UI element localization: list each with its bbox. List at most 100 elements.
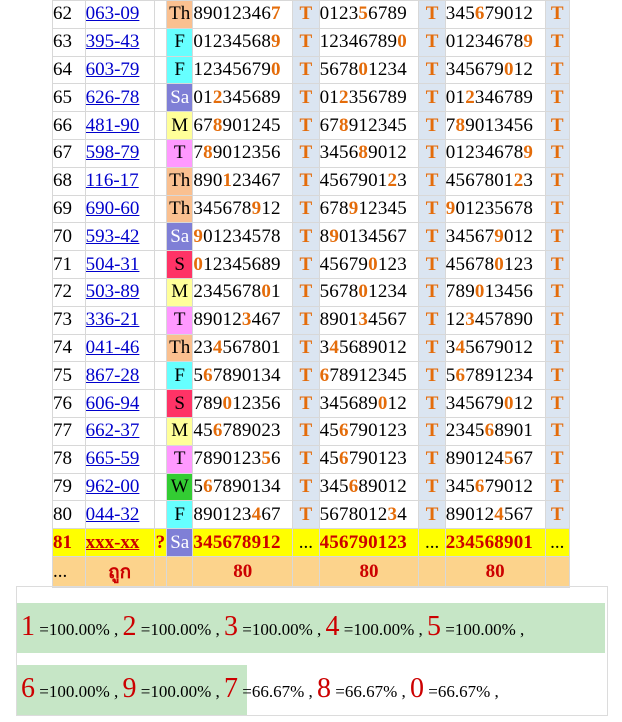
result-link[interactable]: 044-32: [84, 500, 155, 530]
result-link[interactable]: 598-79: [84, 138, 155, 168]
hit-mark-3: T: [544, 444, 571, 474]
result-link[interactable]: 665-59: [84, 444, 155, 474]
stat-percent: =100.00%: [35, 620, 110, 639]
digits-set-1: 890123467: [192, 500, 294, 530]
table-row: 72 503-89 M 234567801 T 567801234 T 789013456 T: [52, 277, 571, 307]
result-link[interactable]: 603-79: [84, 55, 155, 85]
digits-set-2: 456790123: [318, 416, 420, 446]
digits-set-1: 567890134: [192, 472, 294, 502]
hit-mark-2: T: [418, 333, 446, 363]
table-row: 78 665-59 T 789012356 T 456790123 T 890124567 T: [52, 444, 571, 474]
day-badge: Th: [165, 0, 194, 29]
pending-result-link[interactable]: xxx-xx: [84, 528, 155, 557]
stat-separator: ,: [397, 682, 410, 701]
hit-mark-2: T: [418, 138, 446, 168]
result-link[interactable]: 063-09: [84, 0, 155, 29]
digits-set-2: 345689012: [318, 472, 420, 502]
stat-separator: ,: [304, 682, 317, 701]
highlighted-digit: 3: [465, 309, 475, 331]
result-link[interactable]: 481-90: [84, 111, 155, 140]
hit-mark-3: T: [544, 472, 571, 502]
hit-mark-3: T: [544, 27, 571, 57]
row-number: 72: [52, 277, 86, 307]
hit-mark-2: T: [418, 83, 446, 113]
digits-set-1: 901234578: [192, 222, 294, 252]
hit-mark-3: T: [544, 138, 571, 168]
highlighted-digit: 6: [203, 475, 213, 497]
stat-percent: =66.67%: [424, 682, 491, 701]
day-badge: Th: [165, 166, 194, 196]
stat-percent: =100.00%: [35, 682, 110, 701]
digits-set-3: 012346789: [444, 27, 546, 57]
digits-set-1: 890123467: [192, 0, 294, 29]
stat-separator: ,: [211, 682, 224, 701]
hit-mark-3: T: [544, 55, 571, 85]
digits-set-1: 234567801: [192, 277, 294, 307]
table-row: 67 598-79 T 789012356 T 345689012 T 012346789 T: [52, 138, 571, 168]
result-link[interactable]: 662-37: [84, 416, 155, 446]
digits-set-1: 789012356: [192, 138, 294, 168]
digit-stat: 0 =66.67% ,: [410, 673, 499, 704]
day-badge: F: [165, 55, 194, 85]
result-link[interactable]: 690-60: [84, 194, 155, 224]
row-number: 80: [52, 500, 86, 530]
stat-percent: =66.67%: [331, 682, 398, 701]
hit-mark-1: T: [292, 305, 320, 335]
spacer-cell: [153, 416, 167, 446]
highlighted-digit: 6: [484, 420, 495, 442]
stat-separator: ,: [414, 620, 427, 639]
result-link[interactable]: 626-78: [84, 83, 155, 113]
highlighted-digit: 5: [504, 448, 514, 470]
hit-mark-2: T: [418, 194, 446, 224]
result-link[interactable]: 606-94: [84, 389, 155, 418]
result-link[interactable]: 504-31: [84, 250, 155, 279]
hit-count-1: 80: [192, 555, 294, 588]
highlighted-digit: 8: [203, 142, 213, 164]
spacer-cell: [153, 333, 167, 363]
spacer-cell: [153, 111, 167, 140]
result-link[interactable]: 593-42: [84, 222, 155, 252]
highlighted-digit: 9: [523, 31, 534, 53]
highlighted-digit: 3: [241, 309, 252, 331]
table-row: 63 395-43 F 012345689 T 123467890 T 012346789 T: [52, 27, 571, 57]
result-link[interactable]: 116-17: [84, 166, 155, 196]
highlighted-digit: 8: [339, 114, 349, 136]
result-link[interactable]: 395-43: [84, 27, 155, 57]
result-link[interactable]: 041-46: [84, 333, 155, 363]
placeholder-mark-1: ...: [292, 528, 320, 557]
table-row: 76 606-94 S 789012356 T 345689012 T 345679012 T: [52, 389, 571, 418]
prediction-table: 62 063-09 Th 890123467 T 012356789 T 345679012 T…: [52, 0, 571, 588]
row-number: 71: [52, 250, 86, 279]
highlighted-digit: 6: [319, 364, 330, 386]
highlighted-digit: 3: [358, 309, 369, 331]
spacer-cell: [153, 0, 167, 29]
result-link[interactable]: 336-21: [84, 305, 155, 335]
stat-percent: =100.00%: [441, 620, 516, 639]
hit-mark-2: T: [418, 472, 446, 502]
row-number: 68: [52, 166, 86, 196]
digits-set-2: 456790123: [318, 444, 420, 474]
summary-row: ... ถูก 80 80 80: [52, 555, 571, 588]
highlighted-digit: 0: [377, 392, 388, 414]
hit-mark-3: T: [544, 333, 571, 363]
hit-mark-3: T: [544, 361, 571, 391]
result-link[interactable]: 962-00: [84, 472, 155, 502]
spacer-cell: [153, 250, 167, 279]
hit-mark-3: T: [544, 0, 571, 29]
row-number: 69: [52, 194, 86, 224]
stat-digit: 0: [410, 673, 424, 704]
highlighted-digit: 2: [212, 86, 223, 108]
hit-mark-1: T: [292, 111, 320, 140]
result-link[interactable]: 503-89: [84, 277, 155, 307]
highlighted-digit: 0: [222, 392, 233, 414]
digits-set-2: 567801234: [318, 277, 420, 307]
hit-count-3: 80: [444, 555, 546, 588]
hit-mark-2: T: [418, 389, 446, 418]
row-number: 65: [52, 83, 86, 113]
table-row: 71 504-31 S 012345689 T 456790123 T 456780123 T: [52, 250, 571, 279]
spacer-cell: [153, 389, 167, 418]
highlighted-digit: 3: [387, 503, 398, 525]
result-link[interactable]: 867-28: [84, 361, 155, 391]
digits-set-1: 012345689: [192, 83, 294, 113]
highlighted-digit: 2: [465, 86, 475, 108]
